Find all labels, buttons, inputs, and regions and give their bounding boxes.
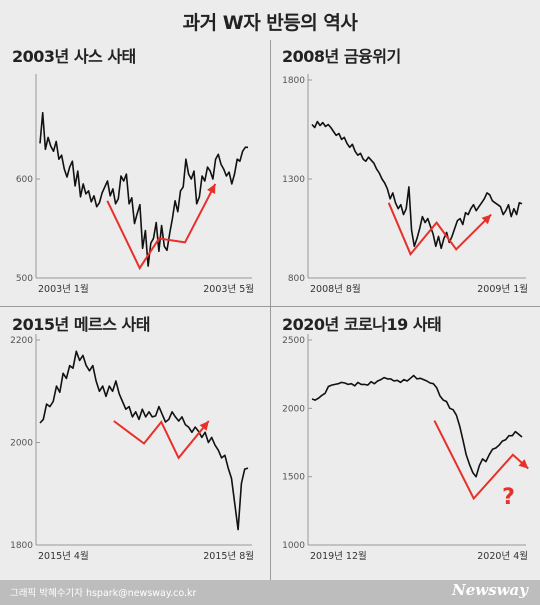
panel-title-sars: 2003년 사스 사태 xyxy=(12,47,136,66)
y-tick-label: 2200 xyxy=(10,336,33,346)
x-tick-label-start: 2019년 12월 xyxy=(310,550,367,562)
x-tick-label-end: 2009년 1월 xyxy=(477,283,528,295)
w-arrow-line xyxy=(433,420,529,501)
w-arrow-line xyxy=(113,420,210,460)
series-line xyxy=(311,120,523,250)
y-tick-label: 600 xyxy=(16,175,33,185)
x-tick-label-end: 2003년 5월 xyxy=(203,283,254,295)
chart-financial-crisis: 800 1300 1800 2008년 8월 2009년 1월 xyxy=(282,74,528,295)
y-tick-label: 1800 xyxy=(10,541,33,551)
brand-logo: Newsway xyxy=(452,581,528,599)
chart-covid: 1000 1500 2000 2500 2019년 12월 2020년 4월? xyxy=(282,334,529,562)
panel-title-mers: 2015년 메르스 사태 xyxy=(12,315,151,334)
w-arrow-line xyxy=(106,183,217,271)
x-tick-label-end: 2015년 8월 xyxy=(203,550,254,562)
chart-mers: 1800 2000 2200 2015년 4월 2015년 8월 xyxy=(10,334,254,562)
x-tick-label-start: 2008년 8월 xyxy=(310,283,361,295)
w-arrow-head xyxy=(518,459,529,469)
y-tick-label: 1500 xyxy=(282,473,305,483)
w-arrow-head xyxy=(207,183,216,194)
y-tick-label: 2500 xyxy=(282,336,305,346)
y-tick-label: 2000 xyxy=(282,404,305,414)
question-mark-annotation: ? xyxy=(502,485,515,510)
w-arrow-head xyxy=(199,421,209,431)
vertical-divider xyxy=(270,40,271,580)
series-line xyxy=(311,374,523,478)
w-arrow-head xyxy=(481,214,492,225)
credit-text: 그래픽 박혜수기자 hspark@newsway.co.kr xyxy=(10,588,197,599)
y-tick-label: 500 xyxy=(16,274,33,284)
y-tick-label: 1300 xyxy=(282,175,305,185)
page-title: 과거 W자 반등의 역사 xyxy=(182,12,358,34)
charts-canvas: 500 600 2003년 1월 2003년 5월 800 1300 1800 2008년 8… xyxy=(10,74,529,562)
footer-bar: 그래픽 박혜수기자 hspark@newsway.co.kr Newsway xyxy=(0,580,540,605)
y-tick-label: 2000 xyxy=(10,439,33,449)
w-arrow-line xyxy=(387,202,492,257)
panel-title-covid: 2020년 코로나19 사태 xyxy=(282,315,442,334)
series-line xyxy=(39,111,248,267)
x-tick-label-start: 2015년 4월 xyxy=(38,550,89,562)
y-tick-label: 1000 xyxy=(282,541,305,551)
y-tick-label: 800 xyxy=(288,274,305,284)
chart-sars: 500 600 2003년 1월 2003년 5월 xyxy=(16,74,254,295)
x-tick-label-start: 2003년 1월 xyxy=(38,283,89,295)
y-tick-label: 1800 xyxy=(282,76,305,86)
series-line xyxy=(39,350,249,531)
x-tick-label-end: 2020년 4월 xyxy=(477,550,528,562)
horizontal-divider xyxy=(0,306,540,307)
panel-title-financial-crisis: 2008년 금융위기 xyxy=(282,47,401,66)
